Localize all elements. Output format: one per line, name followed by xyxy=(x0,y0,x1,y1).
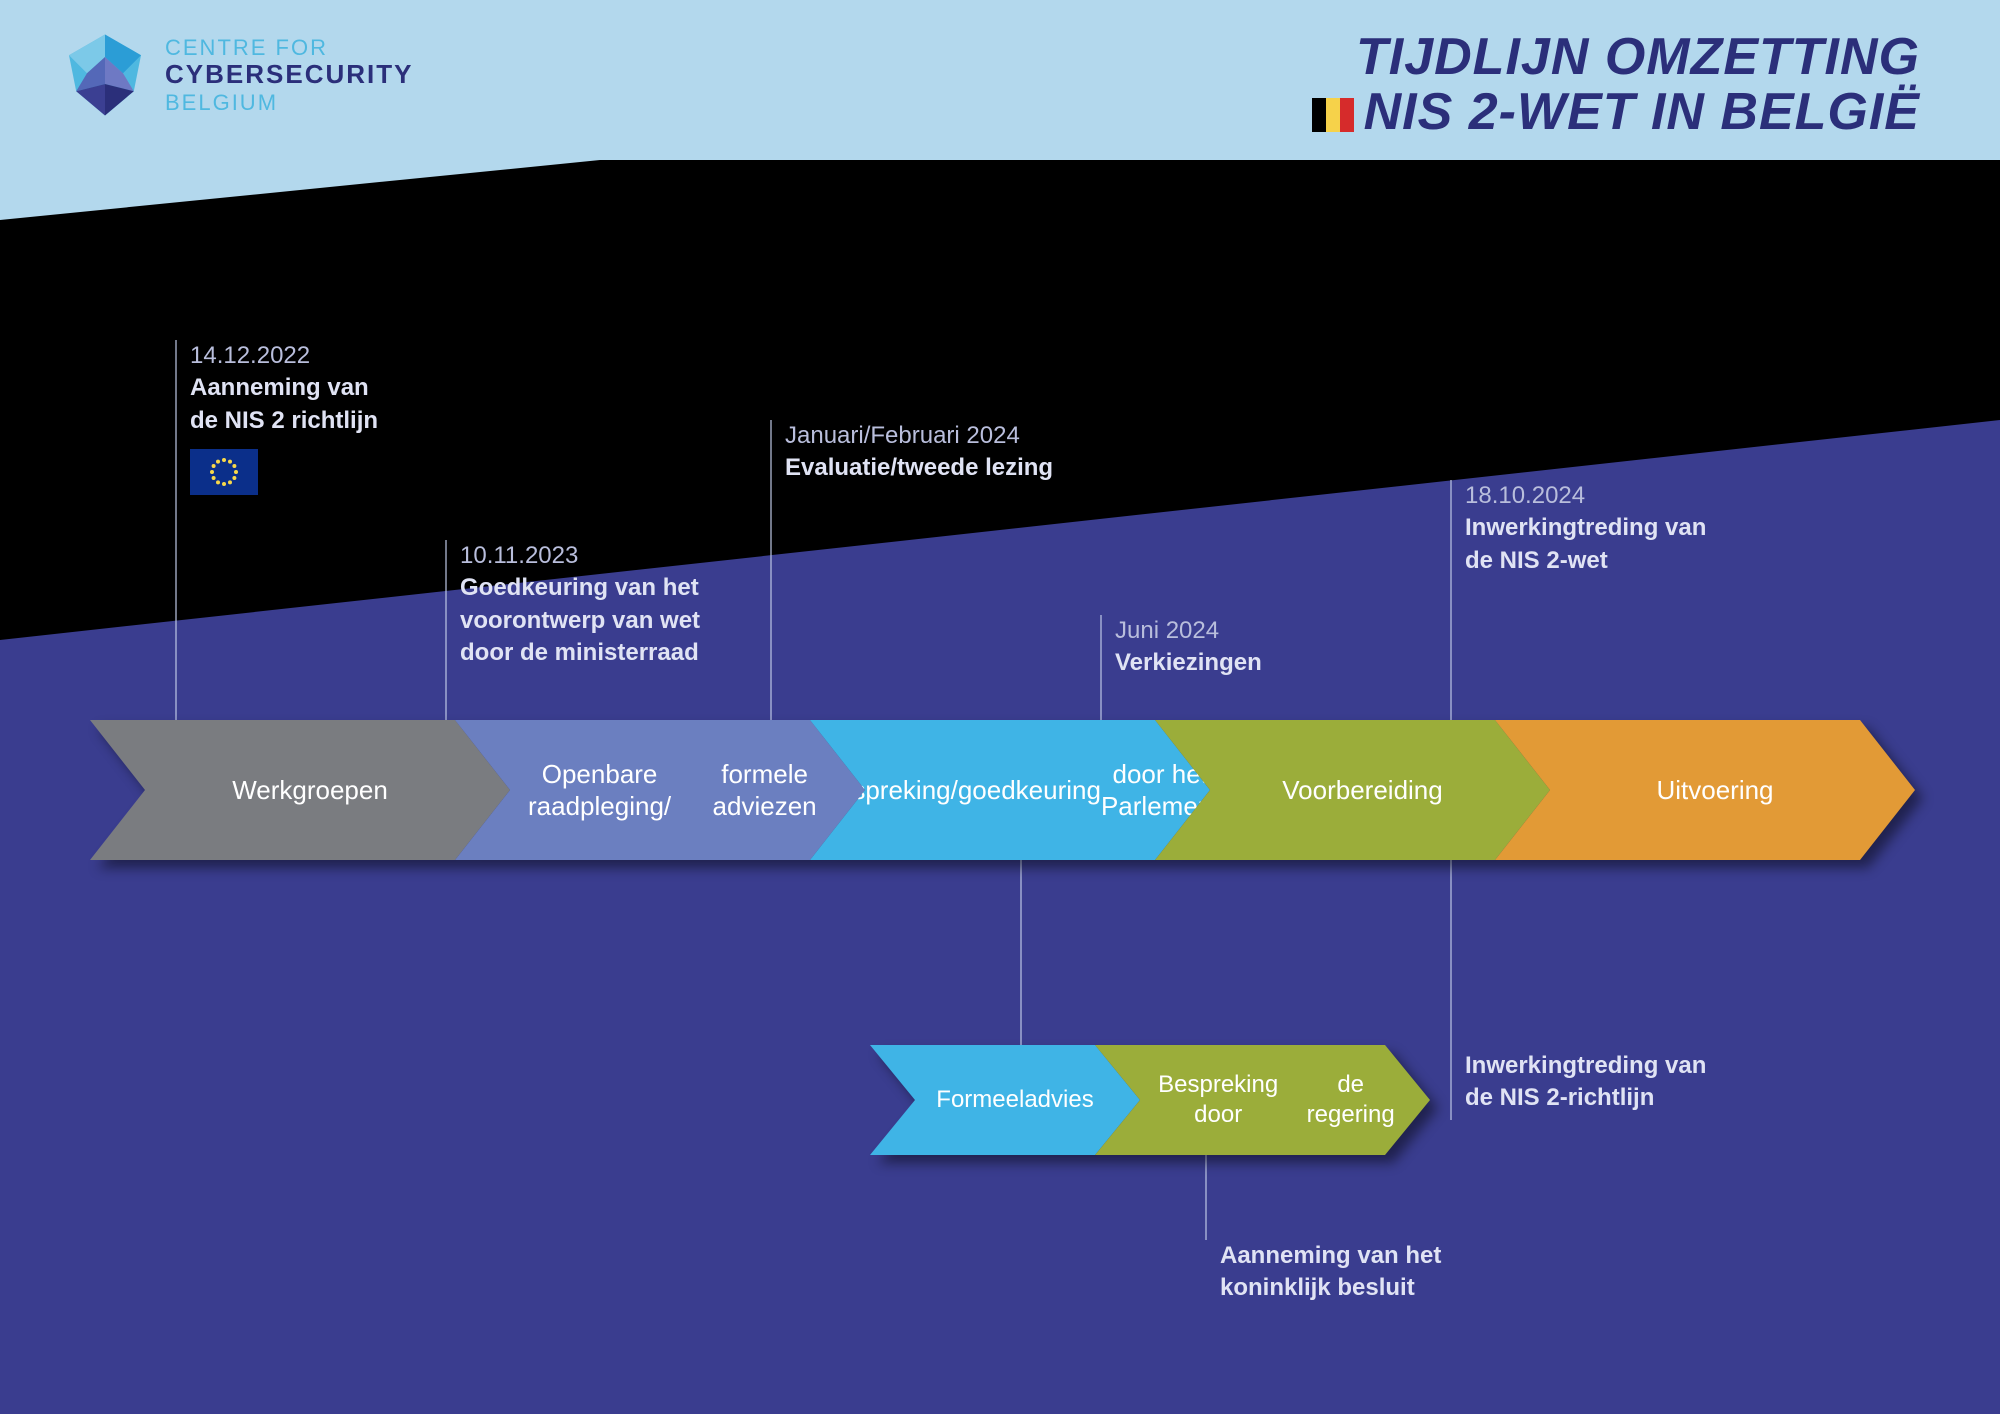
callout: Aanneming van hetkoninklijk besluit xyxy=(1220,1240,1441,1305)
callout: Juni 2024Verkiezingen xyxy=(1115,615,1262,680)
logo-line3: BELGIUM xyxy=(165,90,413,115)
chevron-voorbereiding: Voorbereiding xyxy=(1155,720,1550,860)
title-line2: NIS 2-WET IN BELGIË xyxy=(1312,85,1920,143)
leader-line xyxy=(1100,615,1102,720)
page-title: TIJDLIJN OMZETTING NIS 2-WET IN BELGIË xyxy=(1312,30,1920,142)
leader-line xyxy=(1205,1155,1207,1240)
chevron-formeel-advies: Formeeladvies xyxy=(870,1045,1140,1155)
logo-text: CENTRE FOR CYBERSECURITY BELGIUM xyxy=(165,35,413,115)
callout: 18.10.2024Inwerkingtreding vande NIS 2-w… xyxy=(1465,480,1706,577)
chevron-bespreking-door-de-regering: Bespreking doorde regering xyxy=(1095,1045,1430,1155)
flag-stripe-black xyxy=(1312,98,1326,132)
leader-line xyxy=(175,340,177,720)
chevron-werkgroepen: Werkgroepen xyxy=(90,720,510,860)
callout: Januari/Februari 2024Evaluatie/tweede le… xyxy=(785,420,1053,485)
logo-line2: CYBERSECURITY xyxy=(165,60,413,90)
chevron-uitvoering: Uitvoering xyxy=(1495,720,1915,860)
flag-stripe-yellow xyxy=(1326,98,1340,132)
callout: 14.12.2022Aanneming vande NIS 2 richtlij… xyxy=(190,340,378,495)
leader-line xyxy=(1020,860,1022,1045)
title-line1: TIJDLIJN OMZETTING xyxy=(1312,30,1920,85)
flag-stripe-red xyxy=(1340,98,1354,132)
logo-line1: CENTRE FOR xyxy=(165,35,413,60)
belgium-flag-icon xyxy=(1312,88,1354,143)
eu-flag-icon xyxy=(190,449,258,495)
leader-line xyxy=(445,540,447,720)
callout: 10.11.2023Goedkeuring van hetvoorontwerp… xyxy=(460,540,700,670)
title-line2-text: NIS 2-WET IN BELGIË xyxy=(1364,83,1920,141)
leader-line xyxy=(1450,860,1452,1120)
chevron-openbare-raadpleging-formele-a: Openbare raadpleging/formele adviezen xyxy=(455,720,865,860)
chevron-bespreking-goedkeuring-door-he: Bespreking/goedkeuringdoor het Parlement xyxy=(810,720,1210,860)
callout: Inwerkingtreding vande NIS 2-richtlijn xyxy=(1465,1050,1706,1115)
logo: CENTRE FOR CYBERSECURITY BELGIUM xyxy=(60,30,413,120)
shield-icon xyxy=(60,30,150,120)
timeline-main: WerkgroepenOpenbare raadpleging/formele … xyxy=(90,720,1910,860)
leader-line xyxy=(1450,480,1452,720)
leader-line xyxy=(770,420,772,720)
timeline-secondary: FormeeladviesBespreking doorde regering xyxy=(870,1045,1430,1155)
